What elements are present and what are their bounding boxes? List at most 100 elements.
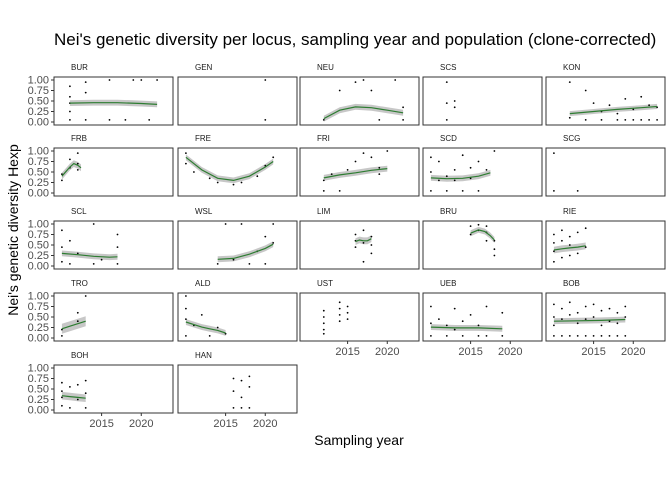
data-point: [92, 263, 95, 265]
facet-panel-tro: TRO 0.000.250.500.751.00: [28, 279, 174, 345]
data-point: [84, 379, 87, 382]
data-point: [616, 112, 619, 115]
data-point: [568, 314, 571, 316]
data-point: [362, 242, 365, 244]
panel-frame: [299, 76, 420, 126]
strip-label: SCG: [563, 134, 580, 143]
data-point: [576, 322, 579, 325]
data-point: [76, 383, 79, 386]
panel-frame: [53, 292, 174, 342]
x-tick-label: 2015: [89, 418, 113, 430]
data-point: [248, 263, 251, 265]
data-point: [600, 335, 603, 337]
data-point: [430, 305, 432, 308]
data-point: [69, 95, 71, 98]
strip-label: HAN: [195, 351, 212, 360]
data-point: [370, 89, 373, 92]
data-point: [232, 258, 235, 261]
data-point: [477, 160, 480, 163]
panel-frame: [177, 147, 298, 197]
data-point: [576, 231, 579, 234]
facet-panel-frb: FRB 0.000.250.500.751.00: [28, 134, 174, 200]
smooth-line: [323, 106, 404, 120]
data-point: [346, 305, 349, 308]
data-point: [216, 326, 219, 329]
data-point: [69, 407, 71, 409]
data-point: [445, 335, 448, 337]
panel-frame: [177, 76, 298, 126]
data-point: [553, 316, 555, 318]
panel-frame: [53, 147, 174, 197]
data-point: [584, 305, 587, 308]
data-point: [330, 173, 333, 176]
y-tick-label: 0.25: [28, 106, 49, 118]
data-point: [485, 225, 488, 228]
data-point: [338, 301, 341, 304]
data-point: [445, 190, 448, 192]
strip-label: GEN: [195, 63, 213, 72]
data-point: [232, 407, 235, 409]
data-point: [116, 246, 119, 249]
data-point: [185, 295, 187, 297]
data-point: [648, 104, 650, 107]
x-tick-label: 2015: [458, 346, 482, 358]
data-point: [61, 246, 63, 249]
data-point: [100, 258, 103, 261]
facet-panel-lim: LIM: [299, 207, 420, 270]
data-point: [108, 79, 111, 81]
data-point: [346, 169, 349, 171]
smooth-line: [323, 168, 388, 179]
data-point: [600, 309, 603, 312]
data-point: [584, 119, 587, 121]
data-point: [656, 119, 658, 121]
data-point: [61, 404, 63, 407]
data-point: [445, 324, 448, 327]
strip-label: ALD: [195, 279, 211, 288]
data-point: [362, 260, 365, 263]
y-tick-label: 0.75: [28, 156, 49, 168]
data-point: [477, 335, 480, 337]
data-point: [338, 89, 341, 92]
data-point: [76, 311, 79, 314]
data-point: [616, 335, 619, 337]
data-point: [568, 301, 571, 304]
data-point: [461, 154, 464, 157]
data-point: [84, 91, 87, 94]
panel-frame: [53, 364, 174, 414]
data-point: [84, 407, 87, 409]
data-point: [248, 407, 251, 409]
confidence-band: [217, 241, 274, 263]
data-point: [477, 324, 480, 327]
smooth-line: [553, 245, 586, 251]
data-point: [185, 318, 187, 320]
data-point: [624, 98, 627, 100]
data-point: [568, 235, 571, 238]
x-tick-label: 2020: [129, 418, 153, 430]
data-point: [501, 335, 504, 337]
data-point: [600, 324, 603, 327]
chart-title: Nei's genetic diversity per locus, sampl…: [54, 30, 656, 49]
data-point: [76, 320, 79, 323]
data-point: [370, 244, 373, 246]
data-point: [445, 175, 448, 178]
data-point: [485, 169, 488, 171]
data-point: [322, 332, 325, 335]
data-point: [116, 263, 119, 265]
strip-label: SCD: [440, 134, 457, 143]
y-tick-label: 1.00: [28, 363, 49, 375]
data-point: [553, 233, 555, 236]
panel-frame: [299, 292, 420, 342]
data-point: [553, 260, 555, 263]
facet-panel-rie: RIE: [545, 207, 666, 270]
x-tick-label: 2020: [375, 346, 399, 358]
data-point: [61, 229, 63, 232]
data-point: [568, 335, 571, 337]
data-point: [240, 181, 243, 184]
data-point: [272, 223, 275, 225]
data-point: [346, 311, 349, 314]
data-point: [61, 390, 63, 392]
data-point: [84, 295, 87, 297]
strip-label: BUR: [71, 63, 88, 72]
smooth-line: [553, 318, 626, 322]
